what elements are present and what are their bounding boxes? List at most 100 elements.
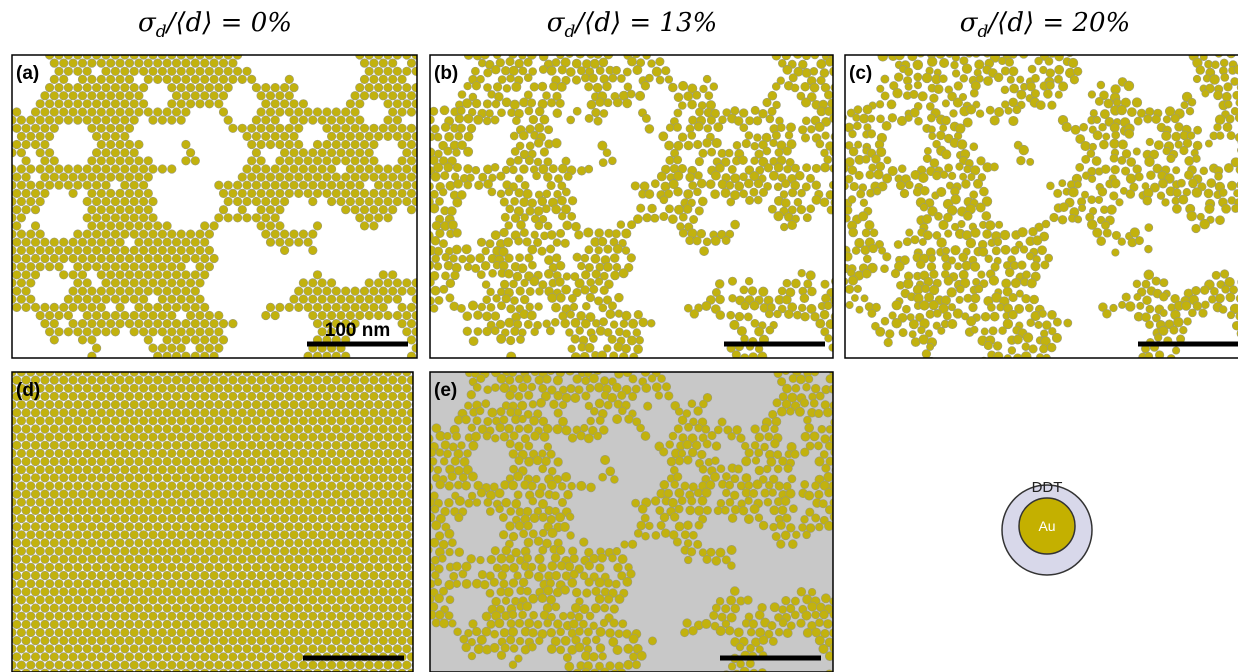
particle: [12, 474, 21, 483]
particle: [421, 311, 430, 320]
particle: [22, 205, 31, 214]
particle: [550, 400, 559, 409]
particle: [153, 571, 162, 580]
particle: [144, 271, 153, 280]
particle: [74, 547, 83, 556]
particle: [182, 425, 191, 434]
particle: [506, 440, 514, 448]
particle: [83, 214, 92, 223]
particle: [257, 653, 266, 662]
particle: [257, 506, 266, 515]
particle: [684, 92, 693, 101]
particle: [651, 180, 659, 188]
particle: [356, 400, 365, 409]
particle: [158, 579, 167, 588]
particle: [1160, 309, 1167, 316]
particle: [501, 213, 509, 221]
particle: [763, 147, 771, 155]
particle: [351, 457, 360, 466]
particle: [823, 408, 832, 417]
particle: [684, 423, 692, 431]
particle: [55, 100, 64, 109]
particle: [59, 91, 68, 100]
particle: [144, 189, 153, 198]
particle: [1031, 89, 1039, 97]
particle: [608, 157, 616, 165]
particle: [257, 124, 266, 133]
particle: [182, 636, 191, 645]
particle: [74, 295, 83, 304]
particle: [285, 522, 294, 531]
particle: [64, 498, 73, 507]
particle: [12, 205, 21, 214]
particle: [1171, 114, 1180, 123]
particle: [407, 588, 416, 597]
particle: [573, 375, 582, 384]
particle: [41, 604, 50, 613]
particle: [318, 498, 327, 507]
particle: [379, 620, 388, 629]
particle: [280, 628, 289, 637]
particle: [121, 246, 130, 255]
particle: [466, 255, 475, 264]
particle: [527, 311, 536, 320]
particle: [648, 204, 657, 213]
particle: [374, 214, 383, 223]
particle: [309, 230, 318, 239]
particle: [1011, 246, 1019, 254]
particle: [121, 514, 130, 523]
particle: [1098, 187, 1107, 196]
particle: [831, 448, 839, 456]
particle: [403, 311, 412, 320]
particle: [615, 360, 623, 368]
particle: [506, 352, 515, 361]
particle: [484, 386, 492, 394]
particle: [816, 392, 824, 400]
particle: [825, 334, 833, 342]
particle: [252, 165, 261, 174]
particle: [365, 465, 374, 474]
particle: [144, 59, 153, 68]
particle: [266, 506, 275, 515]
particle: [617, 74, 625, 82]
particle: [41, 254, 50, 263]
particle: [191, 457, 200, 466]
particle: [22, 238, 31, 247]
particle: [266, 604, 275, 613]
particle: [64, 246, 73, 255]
particle: [304, 157, 313, 166]
particle: [1233, 189, 1238, 197]
particle: [182, 271, 191, 280]
particle: [149, 67, 158, 76]
particle: [484, 417, 493, 426]
particle: [643, 213, 652, 222]
particle: [1023, 333, 1033, 343]
particle: [186, 628, 195, 637]
particle: [36, 628, 45, 637]
particle: [78, 271, 87, 280]
particle: [753, 360, 763, 370]
particle: [491, 65, 500, 74]
particle: [31, 441, 40, 450]
particle: [309, 295, 318, 304]
particle: [83, 262, 92, 271]
particle: [530, 83, 539, 92]
particle: [360, 539, 369, 548]
particle: [754, 327, 763, 336]
particle: [12, 506, 21, 515]
particle: [556, 261, 565, 270]
particle: [1017, 76, 1024, 83]
particle: [172, 91, 181, 100]
particle: [370, 571, 379, 580]
particle: [304, 352, 313, 361]
particle: [205, 514, 214, 523]
particle: [22, 506, 31, 515]
particle: [12, 457, 21, 466]
particle: [102, 449, 111, 458]
particle: [388, 271, 397, 280]
particle: [346, 579, 355, 588]
particle: [299, 482, 308, 491]
particle: [798, 269, 806, 277]
particle: [50, 441, 59, 450]
particle: [313, 319, 322, 328]
